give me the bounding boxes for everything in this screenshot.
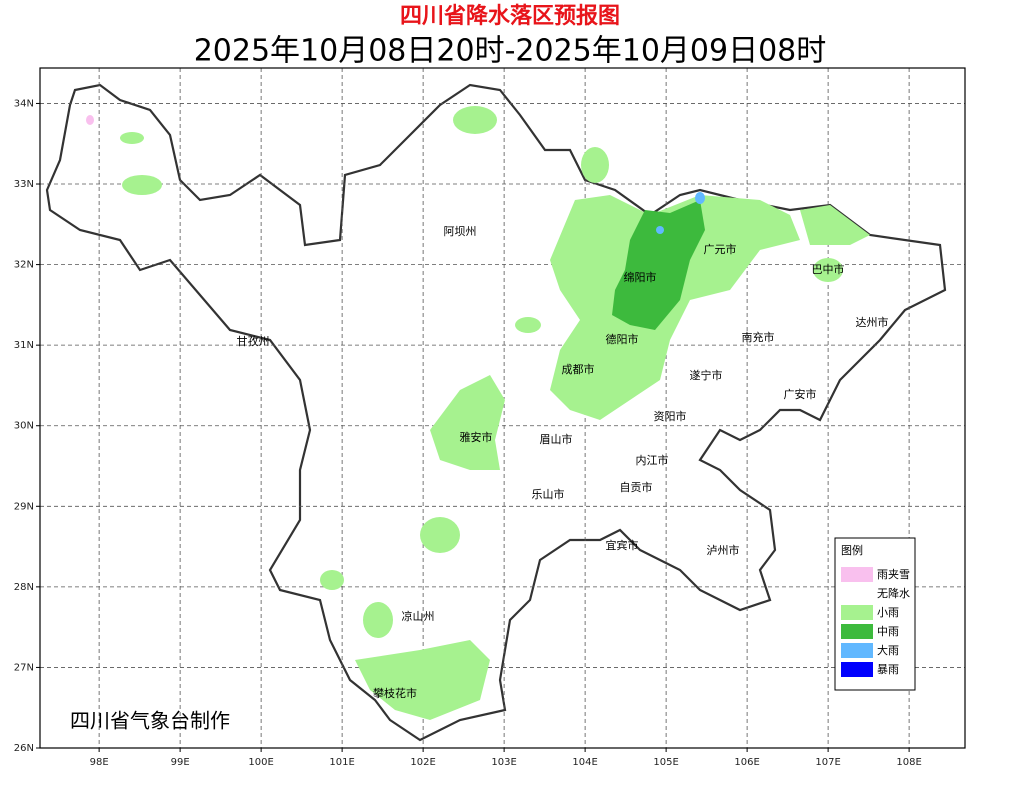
x-tick-label: 99E <box>171 757 190 768</box>
light-rain-area <box>581 147 609 183</box>
light-rain-area <box>355 640 490 720</box>
x-tick-label: 106E <box>734 757 759 768</box>
sleet-area <box>86 115 94 125</box>
city-label: 乐山市 <box>532 487 565 501</box>
city-label: 绵阳市 <box>624 270 657 284</box>
city-label: 攀枝花市 <box>373 686 417 700</box>
legend-swatch <box>841 586 873 601</box>
city-label: 泸州市 <box>707 543 740 557</box>
heavy-rain-area <box>656 226 664 234</box>
title: 四川省降水落区预报图 <box>400 4 620 29</box>
city-label: 自贡市 <box>620 480 653 494</box>
legend-swatch <box>841 624 873 639</box>
city-label: 内江市 <box>636 453 669 467</box>
x-tick-label: 105E <box>653 757 678 768</box>
light-rain-area <box>363 602 393 638</box>
y-tick-label: 33N <box>14 179 34 190</box>
city-label: 广元市 <box>704 242 737 256</box>
light-rain-area <box>813 258 843 282</box>
legend-label: 雨夹雪 <box>877 568 910 581</box>
light-rain-area <box>122 175 162 195</box>
city-label: 巴中市 <box>812 262 845 276</box>
city-label: 德阳市 <box>606 332 639 346</box>
city-label: 遂宁市 <box>690 368 723 382</box>
x-tick-label: 102E <box>410 757 435 768</box>
y-tick-label: 32N <box>14 260 34 271</box>
light-rain-area <box>800 205 870 245</box>
y-tick-label: 26N <box>14 743 34 754</box>
map-frame <box>39 67 966 749</box>
heavy-rain-area <box>695 192 705 204</box>
light-rain-area <box>453 106 497 134</box>
x-tick-label: 103E <box>491 757 516 768</box>
city-label: 阿坝州 <box>444 224 477 238</box>
credit: 四川省气象台制作 <box>70 709 230 733</box>
light-rain-area <box>420 517 460 553</box>
legend-label: 小雨 <box>877 606 899 619</box>
x-tick-label: 98E <box>90 757 109 768</box>
x-tick-label: 107E <box>815 757 840 768</box>
y-tick-label: 30N <box>14 421 34 432</box>
y-tick-label: 28N <box>14 582 34 593</box>
legend-swatch <box>841 662 873 677</box>
city-label: 宜宾市 <box>606 538 639 552</box>
light-rain-area <box>320 570 344 590</box>
legend-title: 图例 <box>841 543 863 557</box>
light-rain-area <box>430 375 505 470</box>
subtitle: 2025年10月08日20时-2025年10月09日08时 <box>194 34 827 69</box>
light-rain-area <box>550 195 800 420</box>
legend-swatch <box>841 605 873 620</box>
x-tick-label: 108E <box>896 757 921 768</box>
rain-areas <box>86 106 870 720</box>
legend-swatch <box>841 567 873 582</box>
light-rain-area <box>120 132 144 144</box>
city-label: 广安市 <box>784 387 817 401</box>
legend-label: 无降水 <box>877 586 910 600</box>
legend-label: 暴雨 <box>877 663 899 676</box>
moderate-rain-area <box>612 200 705 330</box>
y-tick-label: 29N <box>14 501 34 512</box>
x-tick-label: 101E <box>329 757 354 768</box>
legend-label: 中雨 <box>877 625 899 638</box>
x-tick-label: 100E <box>248 757 273 768</box>
city-label: 眉山市 <box>540 432 573 446</box>
light-rain-area <box>515 317 541 333</box>
city-label: 凉山州 <box>402 609 435 623</box>
y-tick-label: 27N <box>14 662 34 673</box>
y-tick-label: 34N <box>14 98 34 109</box>
city-label: 资阳市 <box>654 409 687 423</box>
y-tick-label: 31N <box>14 340 34 351</box>
city-label: 南充市 <box>742 330 775 344</box>
city-label: 达州市 <box>856 315 889 329</box>
city-label: 雅安市 <box>460 430 493 444</box>
legend-label: 大雨 <box>877 643 899 657</box>
city-label: 成都市 <box>562 362 595 376</box>
light-rain-areas <box>120 106 870 720</box>
x-tick-label: 104E <box>572 757 597 768</box>
city-label: 甘孜州 <box>237 334 270 348</box>
legend-swatch <box>841 643 873 658</box>
